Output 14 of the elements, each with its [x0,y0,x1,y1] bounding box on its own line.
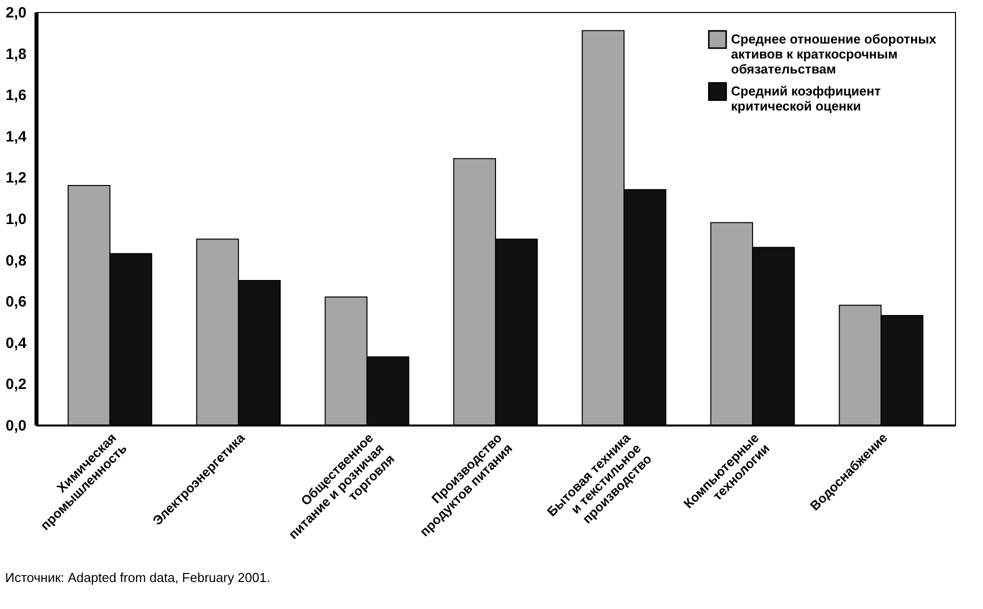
y-tick-label: 2,0 [6,4,26,22]
y-tick-label: 1,6 [6,87,26,104]
y-tick-label: 0,4 [6,334,28,352]
y-tick-label: 1,4 [6,128,28,146]
y-tick-label: 0,0 [6,418,26,434]
text: Источник: Adapted from data, February 2001. [5,570,270,585]
legend-label: Среднее отношение оборотных активов к краткосрочным обязательствам [731,32,938,76]
y-tick-label: 0,8 [6,252,26,270]
legend-label: Средний коэффициент критической оценки [731,84,881,114]
y-tick-label: 1,2 [6,170,26,187]
y-tick-label: 1,0 [6,211,26,228]
y-tick-label: 0,2 [6,376,26,394]
y-tick-label: 1,8 [6,46,26,63]
y-tick-label: 0,6 [6,294,26,311]
